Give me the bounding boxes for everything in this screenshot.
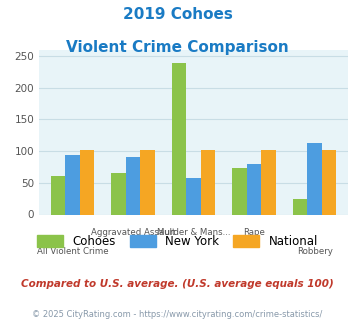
Bar bbox=[186, 178, 201, 214]
Bar bbox=[80, 150, 94, 214]
Text: Compared to U.S. average. (U.S. average equals 100): Compared to U.S. average. (U.S. average … bbox=[21, 279, 334, 289]
Bar bbox=[247, 164, 261, 214]
Bar bbox=[293, 199, 307, 214]
Text: © 2025 CityRating.com - https://www.cityrating.com/crime-statistics/: © 2025 CityRating.com - https://www.city… bbox=[32, 310, 323, 319]
Bar bbox=[261, 150, 276, 214]
Bar bbox=[50, 177, 65, 214]
Bar bbox=[307, 143, 322, 214]
Bar bbox=[111, 173, 126, 214]
Text: All Violent Crime: All Violent Crime bbox=[37, 248, 108, 256]
Bar bbox=[172, 63, 186, 214]
Text: Robbery: Robbery bbox=[297, 248, 333, 256]
Bar bbox=[65, 155, 80, 214]
Text: Violent Crime Comparison: Violent Crime Comparison bbox=[66, 40, 289, 54]
Bar bbox=[232, 168, 247, 214]
Bar bbox=[140, 150, 155, 214]
Text: Murder & Mans...: Murder & Mans... bbox=[157, 228, 230, 237]
Bar bbox=[201, 150, 215, 214]
Text: Aggravated Assault: Aggravated Assault bbox=[91, 228, 175, 237]
Legend: Cohoes, New York, National: Cohoes, New York, National bbox=[32, 230, 323, 253]
Bar bbox=[126, 157, 140, 214]
Text: 2019 Cohoes: 2019 Cohoes bbox=[122, 7, 233, 21]
Text: Rape: Rape bbox=[243, 228, 265, 237]
Bar bbox=[322, 150, 337, 214]
